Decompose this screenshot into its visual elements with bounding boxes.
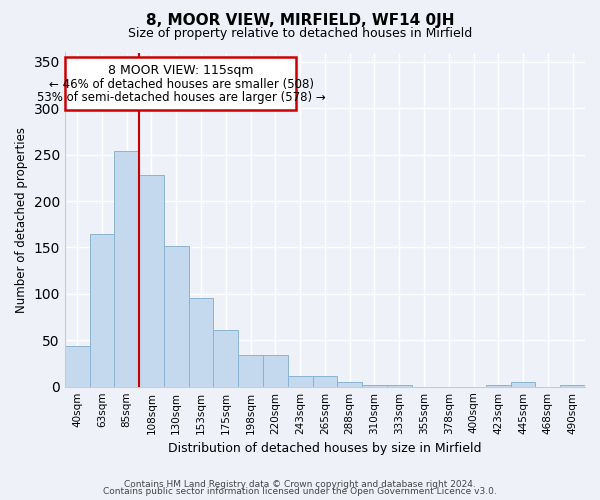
Y-axis label: Number of detached properties: Number of detached properties: [15, 126, 28, 312]
Text: 8 MOOR VIEW: 115sqm: 8 MOOR VIEW: 115sqm: [109, 64, 254, 76]
Bar: [560, 385, 585, 386]
Bar: [89, 234, 115, 386]
Bar: [511, 382, 535, 386]
Bar: [486, 385, 511, 386]
Bar: [115, 151, 139, 386]
Text: Size of property relative to detached houses in Mirfield: Size of property relative to detached ho…: [128, 28, 472, 40]
Bar: [214, 330, 238, 386]
FancyBboxPatch shape: [65, 57, 296, 110]
Bar: [337, 382, 362, 386]
Bar: [188, 298, 214, 386]
Bar: [238, 355, 263, 386]
Bar: [65, 346, 89, 387]
Bar: [313, 376, 337, 386]
Bar: [387, 385, 412, 386]
Text: Contains HM Land Registry data © Crown copyright and database right 2024.: Contains HM Land Registry data © Crown c…: [124, 480, 476, 489]
X-axis label: Distribution of detached houses by size in Mirfield: Distribution of detached houses by size …: [168, 442, 482, 455]
Bar: [362, 385, 387, 386]
Bar: [288, 376, 313, 386]
Text: 8, MOOR VIEW, MIRFIELD, WF14 0JH: 8, MOOR VIEW, MIRFIELD, WF14 0JH: [146, 12, 454, 28]
Text: ← 46% of detached houses are smaller (508): ← 46% of detached houses are smaller (50…: [49, 78, 314, 90]
Bar: [263, 355, 288, 386]
Bar: [164, 246, 188, 386]
Text: Contains public sector information licensed under the Open Government Licence v3: Contains public sector information licen…: [103, 488, 497, 496]
Text: 53% of semi-detached houses are larger (578) →: 53% of semi-detached houses are larger (…: [37, 92, 326, 104]
Bar: [139, 175, 164, 386]
